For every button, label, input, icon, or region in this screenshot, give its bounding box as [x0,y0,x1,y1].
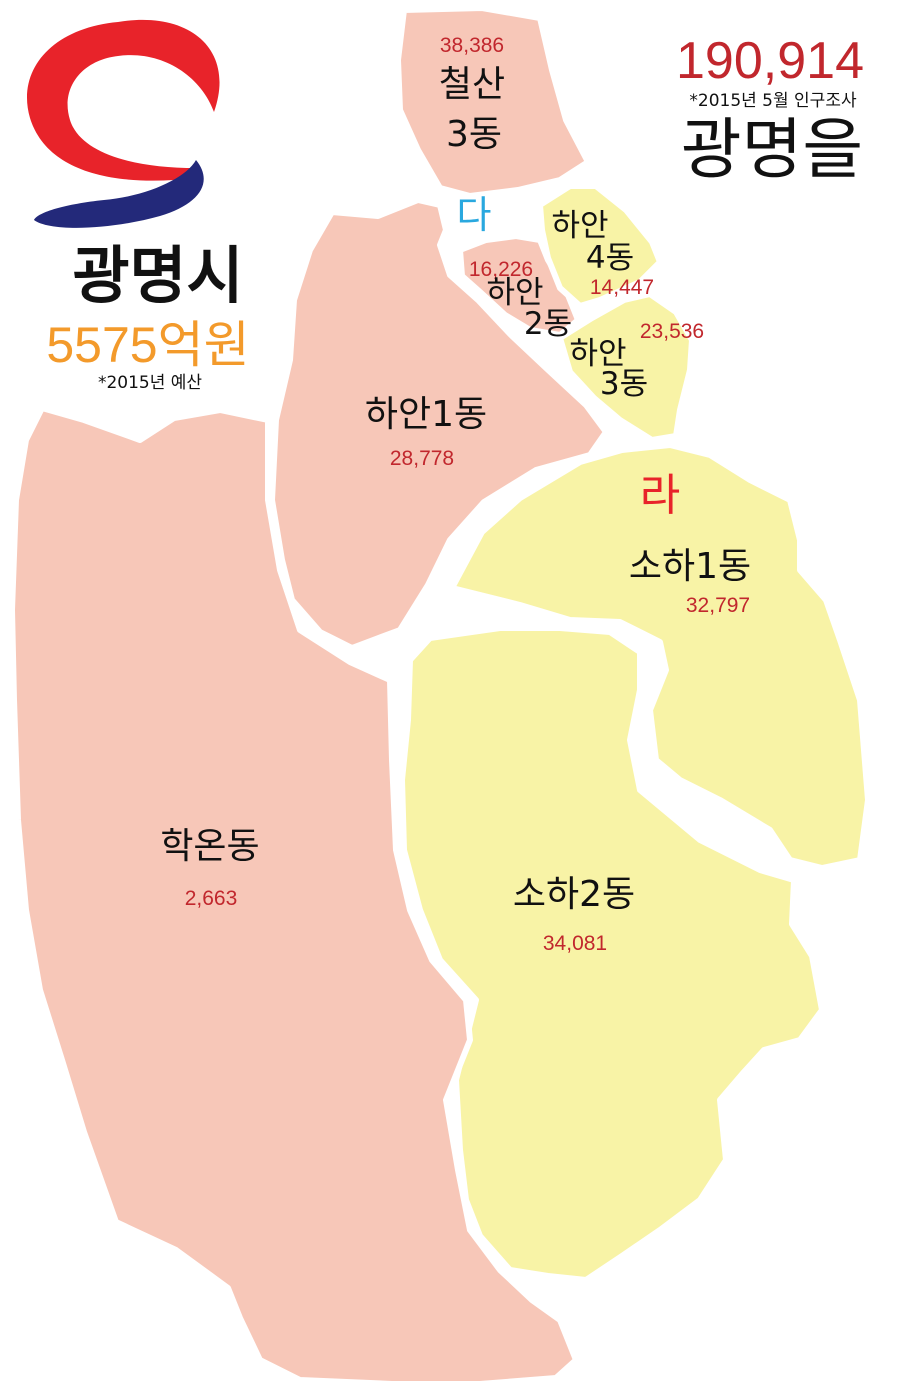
dong-name-haan1: 하안1동 [365,394,487,435]
census-note: *2015년 5월 인구조사 [689,91,857,111]
dong-name-haan2-line2: 2동 [524,306,572,342]
population-hakon: 2,663 [185,887,238,910]
city-budget: 5575억원 [46,317,249,373]
dong-name-haan4-line2: 4동 [586,240,634,276]
region-haan2[interactable] [457,233,581,338]
district-marker-da: 다 [457,193,492,237]
district-marker-ra: 라 [640,470,680,521]
constituency-name: 광명을 [681,111,863,188]
dong-name-haan2-line1: 하안 [486,275,543,311]
population-haan3: 23,536 [640,320,704,343]
budget-note: *2015년 예산 [98,373,202,393]
region-haan1[interactable] [269,197,609,651]
dong-name-cheolsan3-line1: 철산 [439,64,505,105]
dong-name-soha2: 소하2동 [513,874,635,915]
dong-name-haan3-line2: 3동 [600,366,648,402]
region-soha1[interactable] [449,442,871,871]
dong-name-haan3-line1: 하안 [569,336,626,372]
population-soha1: 32,797 [686,594,750,617]
total-population: 190,914 [676,32,864,90]
dong-name-cheolsan3-line2: 3동 [446,114,502,155]
dong-name-soha1: 소하1동 [629,546,751,587]
population-cheolsan3: 38,386 [440,34,504,57]
population-haan2: 16,226 [469,258,533,281]
population-haan1: 28,778 [390,447,454,470]
region-haan3[interactable] [557,291,695,443]
region-hakon[interactable] [9,405,579,1384]
population-haan4: 14,447 [590,276,654,299]
city-name: 광명시 [72,239,243,312]
region-cheolsan3[interactable] [395,5,591,199]
population-soha2: 34,081 [543,932,607,955]
dong-name-hakon: 학온동 [160,826,259,867]
dong-name-haan4-line1: 하안 [551,208,608,244]
region-haan4[interactable] [537,183,663,309]
region-soha2[interactable] [399,625,825,1283]
gwangmyeong-city-logo-icon [27,19,220,228]
